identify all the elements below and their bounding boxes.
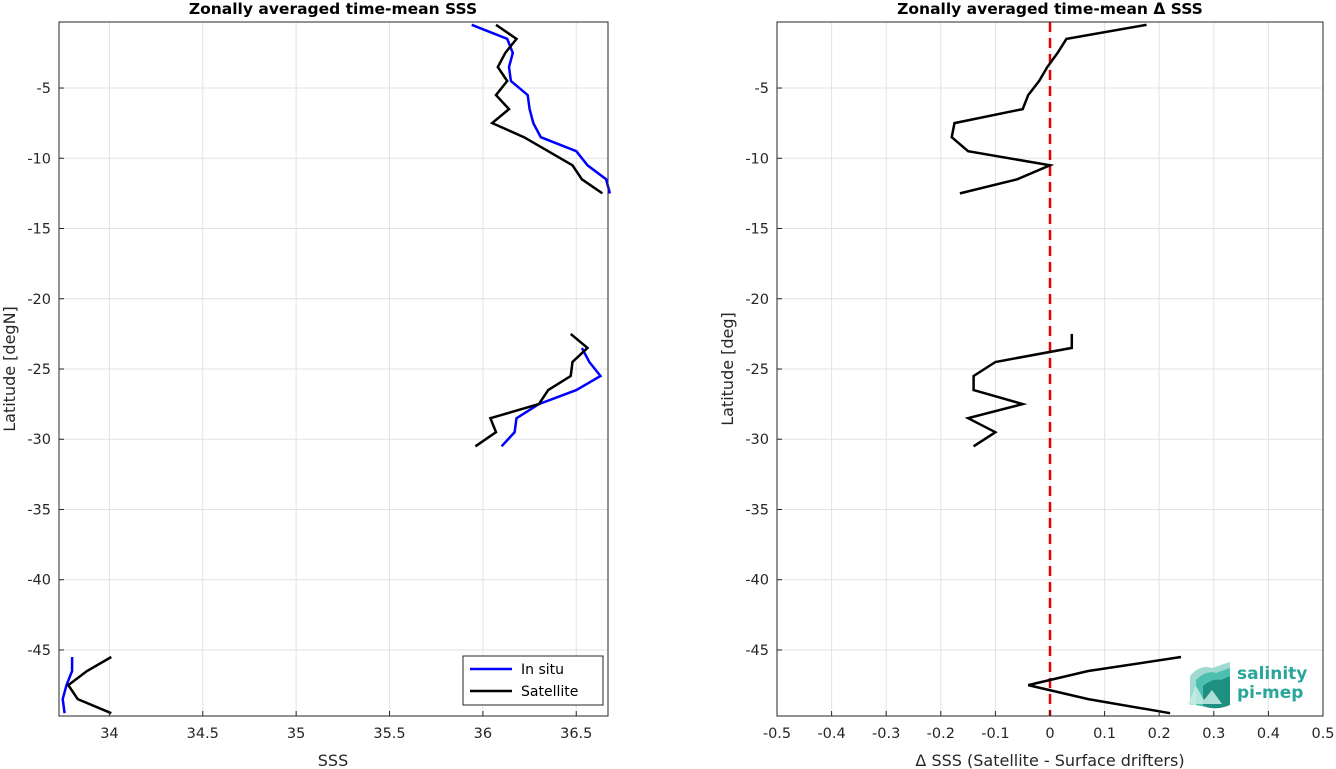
delta-xlabel: Δ SSS (Satellite - Surface drifters) xyxy=(915,751,1184,769)
y-tick-label: -25 xyxy=(27,362,51,378)
delta-ylabel: Latitude [deg] xyxy=(718,312,737,426)
x-tick-label: 0.5 xyxy=(1311,726,1334,742)
y-tick-label: -20 xyxy=(745,292,769,308)
sss-title: Zonally averaged time-mean SSS xyxy=(189,0,477,18)
legend-satellite-label: Satellite xyxy=(521,684,578,700)
x-tick-label: 34.5 xyxy=(187,726,219,742)
x-tick-label: 0.3 xyxy=(1202,726,1225,742)
series-line-in-situ-segment-2 xyxy=(500,347,603,448)
delta-series xyxy=(950,23,1182,715)
y-tick-label: -5 xyxy=(37,81,51,97)
series-line-satellite-segment-1 xyxy=(489,23,604,195)
x-tick-label: 35.5 xyxy=(373,726,405,742)
y-tick-label: -40 xyxy=(27,573,51,589)
salinity-pi-mep-logo: salinity pi-mep xyxy=(1188,662,1307,709)
y-tick-label: -25 xyxy=(745,362,769,378)
logo-wave-icon xyxy=(1188,662,1230,709)
delta-ticks: -0.5 -0.4 -0.3 -0.2 -0.1 0 0.1 0.2 0.3 0.4 0.5 -5 -1… xyxy=(745,81,1334,742)
sss-series xyxy=(61,23,612,715)
x-tick-label: 0.4 xyxy=(1257,726,1280,742)
x-tick-label: 0 xyxy=(1045,726,1054,742)
y-tick-label: -45 xyxy=(745,643,769,659)
y-tick-label: -35 xyxy=(745,502,769,518)
series-line-in-situ-segment-3 xyxy=(61,657,74,714)
x-tick-label: 0.2 xyxy=(1148,726,1171,742)
x-tick-label: -0.2 xyxy=(927,726,955,742)
x-tick-label: 36.5 xyxy=(560,726,592,742)
series-line-satellite-segment-3 xyxy=(66,655,112,715)
x-tick-label: 0.1 xyxy=(1093,726,1116,742)
logo-line1: salinity xyxy=(1237,664,1307,684)
sss-xlabel: SSS xyxy=(318,751,348,769)
x-tick-label: -0.5 xyxy=(763,726,791,742)
series-line-delta-sss-segment-1 xyxy=(950,23,1147,195)
y-tick-label: -35 xyxy=(27,502,51,518)
y-tick-label: -40 xyxy=(745,573,769,589)
y-tick-label: -10 xyxy=(745,151,769,167)
y-tick-label: -15 xyxy=(745,222,769,238)
x-tick-label: 35 xyxy=(287,726,305,742)
y-tick-label: -20 xyxy=(27,292,51,308)
x-tick-label: -0.3 xyxy=(872,726,900,742)
y-tick-label: -30 xyxy=(27,432,51,448)
sss-legend: In situ Satellite xyxy=(462,655,604,706)
y-tick-label: -45 xyxy=(27,643,51,659)
sss-ylabel: Latitude [degN] xyxy=(0,306,19,432)
y-tick-label: -10 xyxy=(27,151,51,167)
sss-grid xyxy=(59,22,608,716)
series-line-delta-sss-segment-3 xyxy=(1027,655,1182,715)
y-tick-label: -5 xyxy=(755,81,769,97)
sss-panel: 34 34.5 35 35.5 36 36.5 -5 -10 -15 -20 -25 -30 -35 -4… xyxy=(0,0,612,769)
legend-insitu-label: In situ xyxy=(521,662,564,678)
legend-box xyxy=(462,655,604,706)
delta-sss-panel: -0.5 -0.4 -0.3 -0.2 -0.1 0 0.1 0.2 0.3 0.4 0.5 -5 -1… xyxy=(718,0,1335,769)
y-tick-label: -30 xyxy=(745,432,769,448)
delta-title: Zonally averaged time-mean Δ SSS xyxy=(897,0,1203,18)
x-tick-label: 36 xyxy=(474,726,492,742)
x-tick-label: -0.1 xyxy=(981,726,1009,742)
series-line-delta-sss-segment-2 xyxy=(964,333,1074,448)
sss-ticks: 34 34.5 35 35.5 36 36.5 -5 -10 -15 -20 -25 -30 -35 -4… xyxy=(27,81,592,742)
x-tick-label: -0.4 xyxy=(817,726,845,742)
logo-line2: pi-mep xyxy=(1237,683,1303,703)
series-line-satellite-segment-2 xyxy=(474,332,590,448)
y-tick-label: -15 xyxy=(27,222,51,238)
series-line-in-situ-segment-1 xyxy=(471,23,612,194)
delta-grid xyxy=(776,22,1324,716)
x-tick-label: 34 xyxy=(100,726,118,742)
